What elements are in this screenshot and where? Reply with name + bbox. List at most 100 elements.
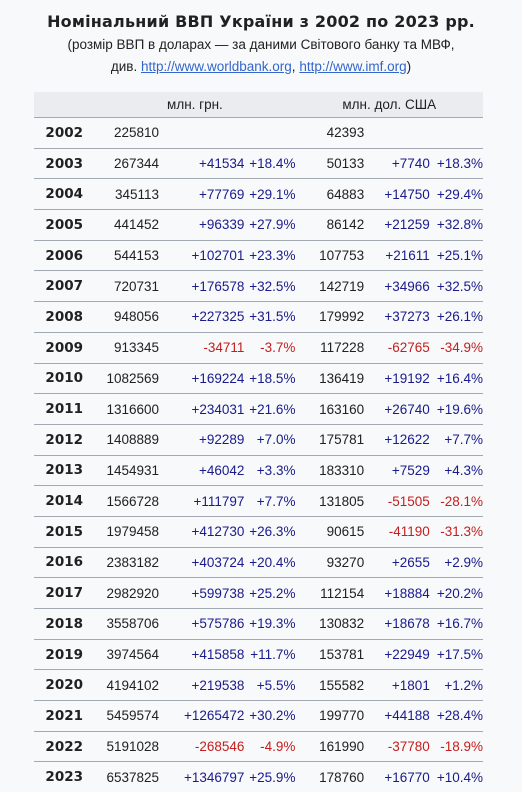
cell-usd: 178760 bbox=[295, 762, 364, 792]
cell-pusd: +1.2% bbox=[430, 670, 483, 701]
cell-puah: +30.2% bbox=[244, 701, 295, 732]
cell-pusd: -28.1% bbox=[430, 486, 483, 517]
cell-uah: 6537825 bbox=[94, 762, 159, 792]
cell-duah: +92289 bbox=[159, 424, 244, 455]
cell-duah: +41534 bbox=[159, 148, 244, 179]
cell-puah: +32.5% bbox=[244, 271, 295, 302]
cell-usd: 142719 bbox=[295, 271, 364, 302]
cell-year: 2005 bbox=[34, 210, 94, 241]
cell-year: 2012 bbox=[34, 424, 94, 455]
cell-year: 2019 bbox=[34, 639, 94, 670]
cell-usd: 183310 bbox=[295, 455, 364, 486]
subtitle-line-2: див. http://www.worldbank.org, http://ww… bbox=[0, 56, 522, 78]
cell-dusd: +14750 bbox=[364, 179, 430, 210]
cell-puah: +19.3% bbox=[244, 609, 295, 640]
cell-puah: +11.7% bbox=[244, 639, 295, 670]
cell-year: 2017 bbox=[34, 578, 94, 609]
cell-duah: +1265472 bbox=[159, 701, 244, 732]
cell-usd: 117228 bbox=[295, 332, 364, 363]
cell-uah: 1979458 bbox=[94, 516, 159, 547]
cell-pusd: +29.4% bbox=[430, 179, 483, 210]
cell-uah: 5191028 bbox=[94, 731, 159, 762]
cell-dusd: +37273 bbox=[364, 302, 430, 333]
table-header-row: млн. грн. млн. дол. США bbox=[34, 92, 483, 118]
cell-duah: +575786 bbox=[159, 609, 244, 640]
cell-dusd: +22949 bbox=[364, 639, 430, 670]
cell-usd: 153781 bbox=[295, 639, 364, 670]
cell-year: 2020 bbox=[34, 670, 94, 701]
cell-usd: 136419 bbox=[295, 363, 364, 394]
cell-pusd: -31.3% bbox=[430, 516, 483, 547]
subtitle-suffix: ) bbox=[407, 59, 412, 74]
cell-dusd: -62765 bbox=[364, 332, 430, 363]
cell-uah: 267344 bbox=[94, 148, 159, 179]
cell-duah: +415858 bbox=[159, 639, 244, 670]
cell-puah: +31.5% bbox=[244, 302, 295, 333]
subtitle-line-1: (розмір ВВП в доларах — за даними Світов… bbox=[0, 34, 522, 56]
cell-uah: 2982920 bbox=[94, 578, 159, 609]
worldbank-link[interactable]: http://www.worldbank.org bbox=[141, 59, 292, 74]
cell-dusd: -51505 bbox=[364, 486, 430, 517]
cell-uah: 5459574 bbox=[94, 701, 159, 732]
cell-pusd: +10.4% bbox=[430, 762, 483, 792]
cell-dusd: +2655 bbox=[364, 547, 430, 578]
cell-uah: 345113 bbox=[94, 179, 159, 210]
cell-pusd: +18.3% bbox=[430, 148, 483, 179]
cell-year: 2009 bbox=[34, 332, 94, 363]
cell-usd: 93270 bbox=[295, 547, 364, 578]
cell-year: 2004 bbox=[34, 179, 94, 210]
cell-duah: -268546 bbox=[159, 731, 244, 762]
cell-usd: 179992 bbox=[295, 302, 364, 333]
cell-duah: +219538 bbox=[159, 670, 244, 701]
cell-year: 2022 bbox=[34, 731, 94, 762]
cell-uah: 1316600 bbox=[94, 394, 159, 425]
cell-pusd: +19.6% bbox=[430, 394, 483, 425]
cell-dusd: +12622 bbox=[364, 424, 430, 455]
cell-pusd: +20.2% bbox=[430, 578, 483, 609]
cell-year: 2007 bbox=[34, 271, 94, 302]
cell-duah: +234031 bbox=[159, 394, 244, 425]
cell-dusd: +26740 bbox=[364, 394, 430, 425]
imf-link[interactable]: http://www.imf.org bbox=[299, 59, 406, 74]
cell-duah: +599738 bbox=[159, 578, 244, 609]
cell-year: 2006 bbox=[34, 240, 94, 271]
cell-year: 2014 bbox=[34, 486, 94, 517]
cell-dusd: +21611 bbox=[364, 240, 430, 271]
cell-pusd: +16.7% bbox=[430, 609, 483, 640]
cell-duah: +412730 bbox=[159, 516, 244, 547]
cell-puah: +23.3% bbox=[244, 240, 295, 271]
cell-usd: 50133 bbox=[295, 148, 364, 179]
cell-year: 2003 bbox=[34, 148, 94, 179]
subtitle-prefix: див. bbox=[111, 59, 141, 74]
cell-duah: +169224 bbox=[159, 363, 244, 394]
cell-puah: +20.4% bbox=[244, 547, 295, 578]
cell-pusd: +4.3% bbox=[430, 455, 483, 486]
cell-uah: 225810 bbox=[94, 118, 159, 149]
cell-usd: 64883 bbox=[295, 179, 364, 210]
cell-dusd: +16770 bbox=[364, 762, 430, 792]
cell-dusd: +34966 bbox=[364, 271, 430, 302]
cell-usd: 90615 bbox=[295, 516, 364, 547]
header-usd: млн. дол. США bbox=[295, 92, 483, 118]
cell-dusd: +7529 bbox=[364, 455, 430, 486]
cell-duah bbox=[159, 118, 244, 149]
cell-puah: +18.5% bbox=[244, 363, 295, 394]
cell-year: 2002 bbox=[34, 118, 94, 149]
cell-uah: 720731 bbox=[94, 271, 159, 302]
cell-duah: +102701 bbox=[159, 240, 244, 271]
header-uah: млн. грн. bbox=[94, 92, 295, 118]
cell-year: 2008 bbox=[34, 302, 94, 333]
cell-duah: +176578 bbox=[159, 271, 244, 302]
